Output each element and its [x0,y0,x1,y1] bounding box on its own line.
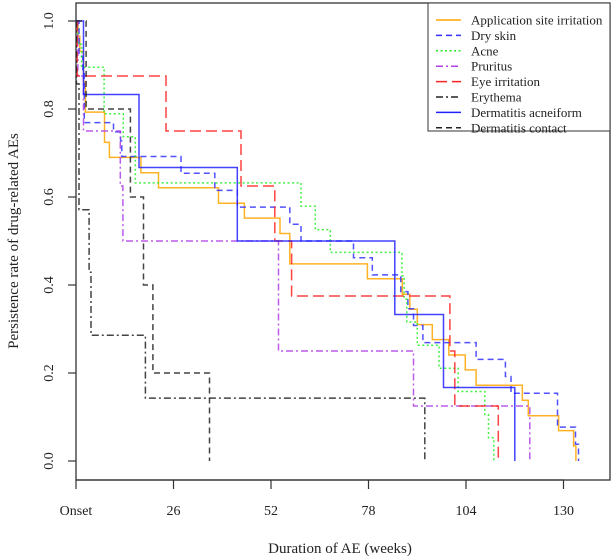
legend-box [427,2,611,132]
legend-label: Pruritus [471,59,512,74]
x-axis-title: Duration of AE (weeks) [268,541,412,557]
y-tick-label: 1.0 [42,12,57,30]
x-tick-label: 104 [456,504,477,519]
x-tick-label: Onset [60,504,93,519]
series-line-acne [76,20,495,461]
legend-label: Application site irritation [471,13,603,28]
x-tick-label: 26 [167,504,181,519]
x-tick-label: 130 [553,504,574,519]
legend-label: Eye irritation [471,74,540,89]
x-tick-label: 78 [362,504,376,519]
legend-label: Dry skin [471,28,517,43]
legend-label: Dermatitis acneiform [471,105,582,120]
y-tick-label: 0.0 [42,452,57,470]
series-line-erythema [75,20,426,461]
legend-label: Dermatitis contact [471,120,567,135]
series-line-pruritus [76,20,531,461]
y-tick-label: 0.4 [42,276,57,294]
series-layer [75,20,580,461]
y-tick-label: 0.2 [42,364,57,382]
y-tick-label: 0.8 [42,100,57,118]
legend-label: Erythema [471,90,522,105]
y-axis: 0.0 0.2 0.4 0.6 0.8 1.0 [42,12,76,470]
series-line-dermatitis-acneiform [76,20,516,461]
y-tick-label: 0.6 [42,188,57,206]
legend-label: Acne [471,43,499,58]
x-axis: Onset 26 52 78 104 130 [60,479,574,519]
x-tick-label: 52 [264,504,278,519]
y-axis-title: Persistence rate of drug-related AEs [6,133,22,349]
series-line-application-site-irritation [76,20,577,461]
series-line-dry-skin [76,20,580,461]
series-line-dermatitis-contact [76,20,211,461]
